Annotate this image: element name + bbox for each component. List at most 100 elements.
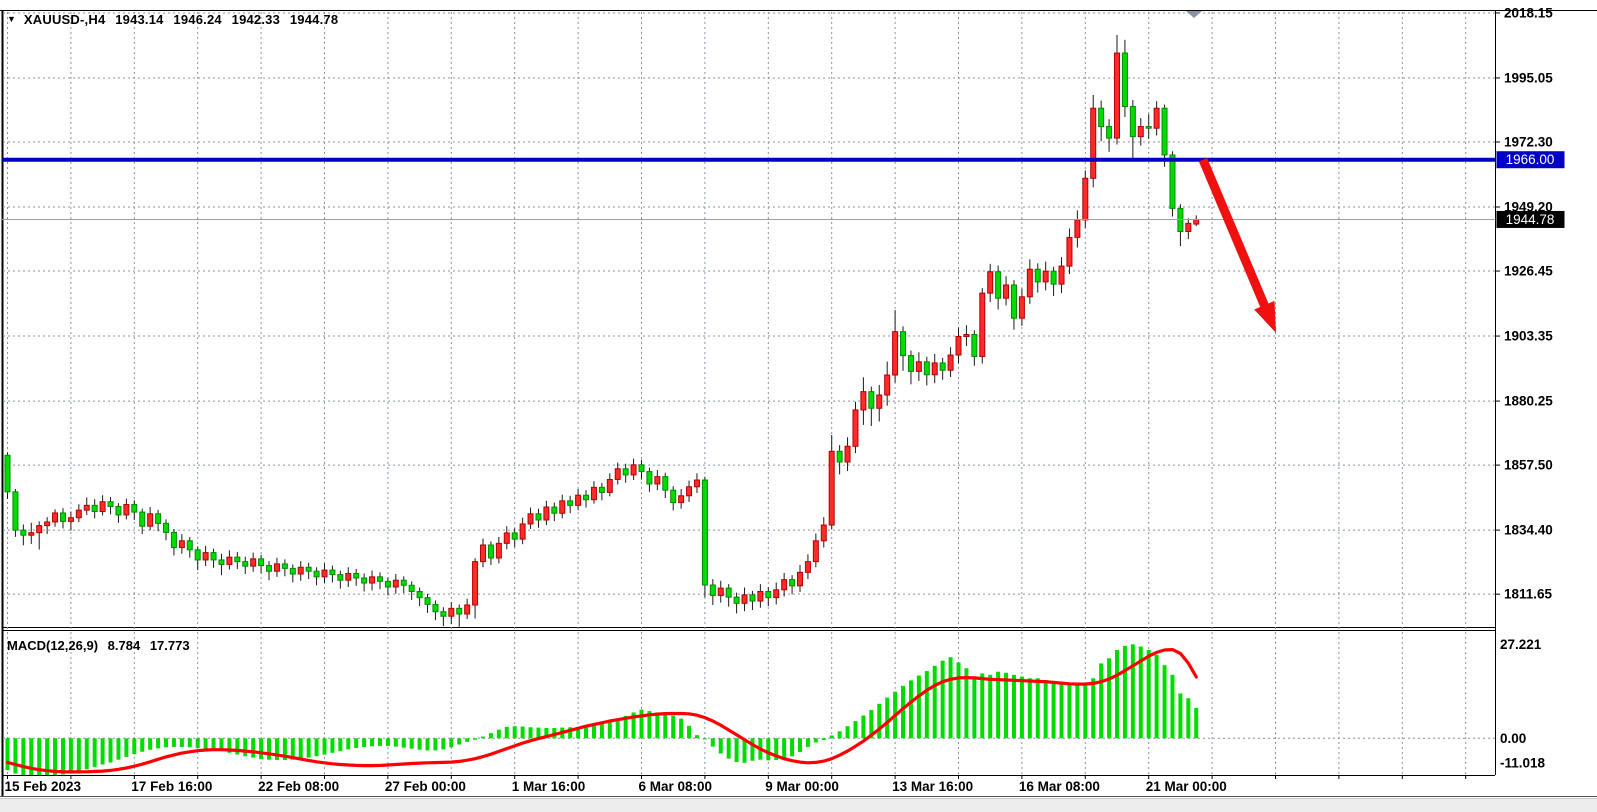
arrow-shaft	[1198, 157, 1271, 313]
candle-bullish	[606, 478, 613, 493]
candle-bearish	[440, 611, 447, 617]
price-axis-label: 1903.35	[1504, 329, 1553, 344]
macd-histogram-bar	[869, 710, 874, 739]
macd-histogram-bar	[195, 738, 200, 748]
chart-frame	[0, 10, 1597, 797]
candle-bearish	[765, 590, 772, 599]
candle-bearish	[1106, 126, 1113, 139]
candle-bearish	[868, 391, 875, 409]
candle-bearish	[376, 576, 383, 582]
price-axis-label: 1834.40	[1504, 523, 1553, 538]
macd-histogram-bar	[76, 738, 81, 772]
macd-histogram-bar	[821, 738, 826, 741]
candle-bullish	[1193, 218, 1200, 225]
candle-bearish	[701, 479, 708, 586]
macd-histogram-bar	[1162, 665, 1167, 739]
candle-bearish	[361, 577, 368, 584]
macd-histogram-bar	[496, 729, 501, 739]
candle-bearish	[535, 513, 542, 521]
time-axis-label: 9 Mar 00:00	[765, 779, 839, 794]
macd-histogram-bar	[53, 738, 58, 775]
macd-histogram-bar	[274, 738, 279, 761]
candle-bearish	[971, 334, 978, 357]
candle-bearish	[1098, 107, 1105, 128]
macd-histogram-bar	[481, 736, 485, 739]
candle-bullish	[1185, 222, 1192, 232]
time-axis-label: 17 Feb 16:00	[131, 779, 212, 794]
candle-bearish	[709, 584, 716, 596]
candle-bearish	[384, 580, 391, 588]
candle-bullish	[931, 362, 938, 376]
candle-bullish	[630, 464, 637, 476]
price-badge-current-label: 1944.78	[1506, 212, 1555, 227]
macd-histogram-bar	[694, 735, 699, 739]
candle-bullish	[273, 563, 280, 572]
time-axis-label: 27 Feb 00:00	[385, 779, 466, 794]
macd-histogram-bar	[425, 738, 430, 751]
candle-bearish	[1145, 126, 1152, 129]
macd-histogram-bar	[734, 738, 739, 763]
macd-label: MACD(12,26,9) 8.784 17.773	[7, 638, 190, 653]
candle-bullish	[678, 495, 685, 504]
trend-arrow[interactable]	[1198, 157, 1276, 333]
candle-bullish	[448, 607, 455, 617]
candle-bullish	[1066, 236, 1073, 267]
macd-histogram-bar	[599, 723, 604, 739]
scroll-position-marker-icon[interactable]	[1186, 11, 1202, 18]
candle-bearish	[1169, 154, 1176, 209]
macd-histogram-bar	[457, 738, 462, 745]
macd-histogram-bar	[885, 697, 890, 739]
macd-histogram-bar	[512, 726, 517, 739]
candle-bearish	[995, 271, 1002, 299]
candle-bullish	[686, 486, 693, 497]
candle-bullish	[773, 589, 780, 599]
price-axis-label: 1995.05	[1504, 70, 1553, 85]
candle-bearish	[91, 504, 98, 513]
macd-histogram-bar	[766, 738, 771, 761]
candle-bearish	[1161, 107, 1168, 156]
candle-bullish	[812, 540, 819, 563]
macd-histogram-bar	[377, 738, 382, 746]
macd-histogram-bar	[631, 712, 636, 739]
candle-bearish	[4, 454, 11, 493]
candle-bearish	[907, 355, 914, 372]
macd-histogram-bar	[639, 709, 644, 739]
macd-histogram-bar	[473, 738, 478, 740]
macd-histogram-bar	[1170, 674, 1175, 739]
macd-histogram-bar	[663, 713, 668, 739]
candle-bearish	[329, 569, 336, 576]
macd-histogram-bar	[710, 738, 715, 747]
candle-bullish	[321, 569, 328, 578]
macd-histogram-bar	[164, 738, 168, 748]
macd-histogram-bar	[1130, 644, 1135, 739]
macd-histogram-bar	[782, 738, 787, 759]
dropdown-triangle-icon[interactable]: ▼	[7, 14, 17, 24]
price-axis-label: 2018.15	[1504, 5, 1553, 20]
candle-bearish	[194, 549, 201, 561]
axis-labels[interactable]: 2018.15 1995.05 1972.30 1949.20 1926.45 1903.…	[5, 5, 1554, 794]
macd-histogram-bar	[1027, 678, 1032, 739]
macd-histogram-bar	[932, 665, 937, 739]
candle-bullish	[614, 468, 621, 480]
time-axis-label: 13 Mar 16:00	[892, 779, 973, 794]
macd-histogram-bar	[13, 738, 18, 774]
candle-bullish	[947, 354, 954, 371]
status-strip	[0, 798, 1597, 812]
macd-histogram-bar	[449, 738, 454, 748]
candle-bullish	[297, 566, 304, 575]
macd-histogram-bar	[1122, 645, 1127, 739]
macd-histogram-bar	[1194, 707, 1199, 739]
candle-bearish	[115, 505, 122, 516]
candle-bearish	[289, 567, 296, 575]
macd-histogram-bar	[964, 668, 969, 739]
arrow-head-icon	[1254, 300, 1276, 333]
macd-histogram-bar	[718, 738, 723, 754]
macd-histogram-bar	[298, 738, 303, 759]
macd-histogram-bar	[1004, 672, 1009, 739]
macd-histogram-bar	[916, 675, 921, 739]
candle-bullish	[147, 513, 154, 527]
candle-bullish	[1026, 268, 1033, 298]
candle-bearish	[638, 464, 645, 473]
macd-histogram-bar	[346, 738, 351, 750]
